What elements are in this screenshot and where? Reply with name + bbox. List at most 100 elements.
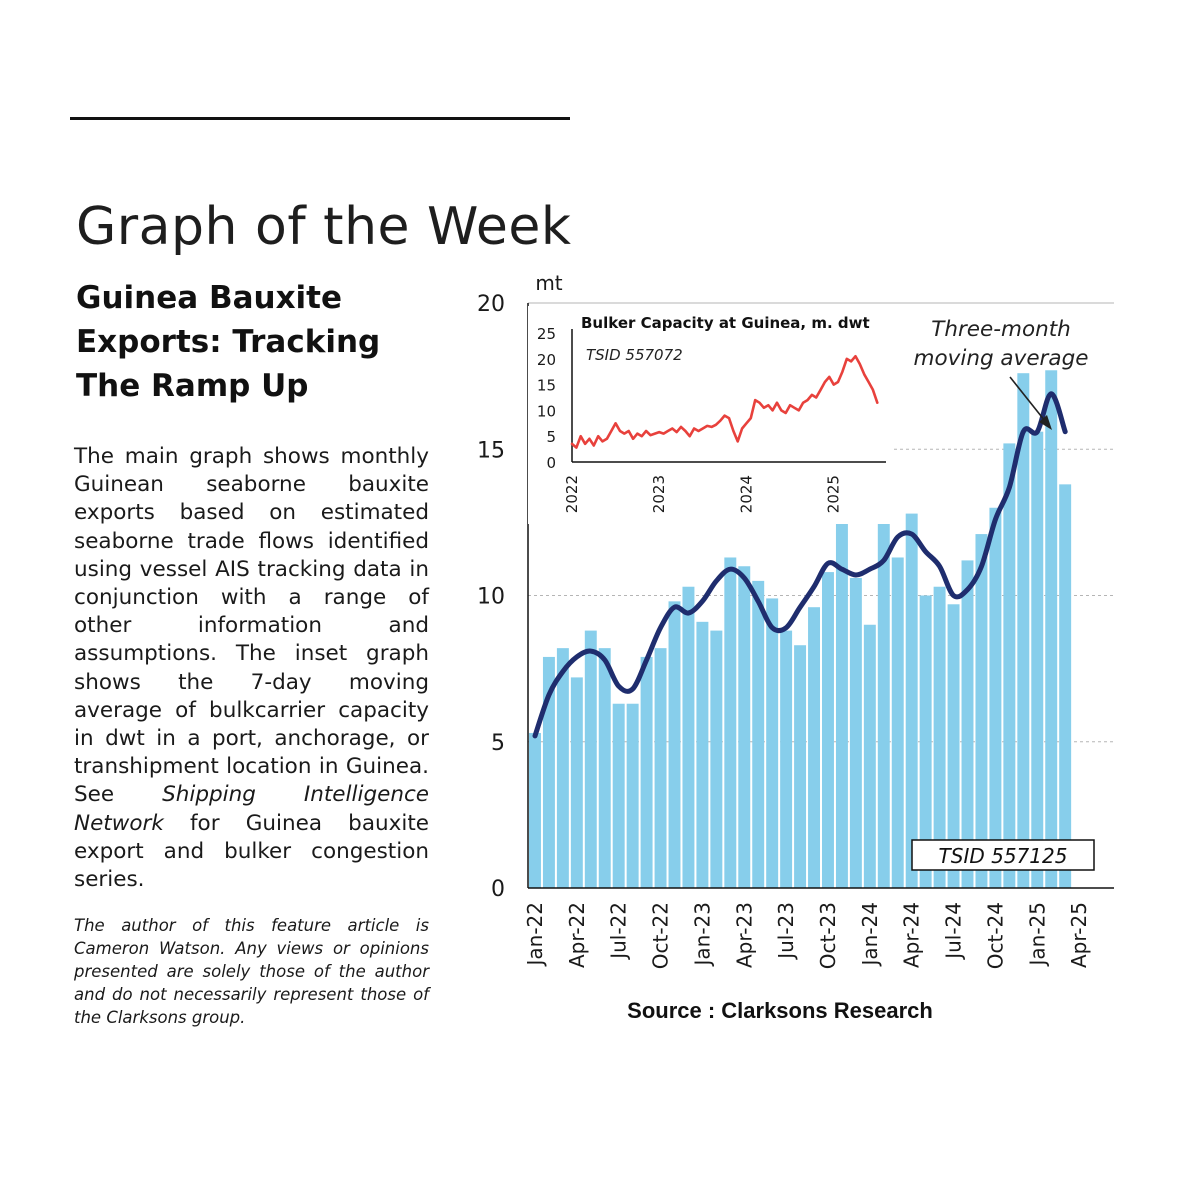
- inset-x-tick-2025: 2025: [825, 475, 843, 513]
- bar-Nov-24: [1003, 443, 1016, 888]
- bar-Dec-24: [1017, 373, 1030, 888]
- main-x-tick-Apr-25: Apr-25: [1067, 902, 1091, 968]
- annotation-arrow: [1009, 376, 1050, 427]
- bar-Sep-22: [640, 656, 653, 888]
- main-x-tick-Oct-24: Oct-24: [983, 902, 1007, 969]
- bar-Feb-22: [542, 656, 555, 888]
- bar-Nov-22: [668, 601, 681, 888]
- bar-Jan-23: [696, 621, 709, 888]
- main-x-tick-Apr-24: Apr-24: [900, 902, 924, 968]
- bar-Jul-23: [780, 630, 793, 888]
- body-text-start: The main graph shows monthly Guinean sea…: [74, 444, 429, 808]
- main-x-tick-Apr-22: Apr-22: [565, 902, 589, 968]
- bar-Jan-25: [1031, 431, 1044, 888]
- bar-Feb-23: [710, 630, 723, 888]
- bar-Jul-24: [947, 604, 960, 888]
- bar-Aug-22: [626, 703, 639, 888]
- bar-Jun-22: [598, 648, 611, 888]
- inset-y-tick-20: 20: [537, 351, 556, 369]
- main-y-tick-0: 0: [491, 877, 505, 902]
- moving-average-layer: [532, 391, 1068, 739]
- main-x-tick-labels: Jan-22 Apr-22 Jul-22 Oct-22 Jan-23 Apr-23 Jul-…: [523, 902, 1091, 969]
- main-x-tick-Jul-22: Jul-22: [607, 902, 631, 961]
- inset-y-tick-0: 0: [546, 454, 556, 472]
- bar-Apr-24: [905, 513, 918, 888]
- bar-Nov-23: [835, 522, 848, 888]
- main-x-tick-Jan-22: Jan-22: [523, 902, 547, 968]
- inset-y-tick-10: 10: [537, 402, 556, 420]
- top-rule: [70, 117, 570, 120]
- main-x-tick-Apr-23: Apr-23: [732, 902, 756, 968]
- main-bars: [529, 370, 1072, 888]
- inset-x-tick-2022: 2022: [563, 475, 581, 513]
- source-note: Source : Clarksons Research: [627, 998, 933, 1023]
- main-x-tick-Jan-24: Jan-24: [858, 902, 882, 968]
- inset-background: [528, 306, 894, 524]
- article-body: The main graph shows monthly Guinean sea…: [74, 443, 429, 894]
- tsid-box-frame: [911, 839, 1095, 871]
- moving-average-line: [532, 391, 1068, 739]
- inset-x-tick-labels: 2022 2023 2024 2025: [563, 475, 843, 513]
- bar-Sep-23: [808, 607, 820, 888]
- moving-average-annotation: Three-month moving average: [914, 317, 1089, 430]
- main-y-tick-labels: 0 5 10 15 20: [477, 292, 505, 902]
- tsid-box: TSID 557125: [911, 839, 1095, 871]
- bar-Oct-24: [989, 507, 1002, 888]
- main-y-tick-5: 5: [491, 731, 505, 756]
- author-note: The author of this feature article is Ca…: [74, 916, 429, 1027]
- bar-Mar-25: [1059, 484, 1072, 888]
- bar-Jan-24: [863, 624, 876, 888]
- main-x-tick-Jan-25: Jan-25: [1025, 902, 1049, 968]
- bar-May-22: [584, 630, 597, 888]
- inset-x-tick-2023: 2023: [650, 475, 668, 513]
- moving-average-annotation-line2: moving average: [914, 346, 1089, 371]
- bar-Dec-22: [682, 586, 695, 888]
- bar-Mar-22: [556, 648, 569, 888]
- main-x-tick-Oct-23: Oct-23: [816, 902, 840, 969]
- main-x-tick-Jan-23: Jan-23: [690, 902, 714, 968]
- bar-Aug-24: [961, 560, 974, 888]
- main-x-tick-Oct-22: Oct-22: [649, 902, 673, 969]
- bar-Apr-22: [570, 677, 583, 888]
- bar-Oct-22: [654, 648, 667, 888]
- bar-Feb-24: [877, 498, 890, 888]
- bar-Jun-23: [766, 598, 779, 888]
- moving-average-annotation-line1: Three-month: [931, 317, 1071, 342]
- bar-Jan-22: [529, 732, 541, 888]
- inset-y-tick-25: 25: [537, 325, 556, 343]
- bar-Mar-24: [891, 557, 904, 888]
- main-y-tick-15: 15: [477, 438, 505, 463]
- bar-Jun-24: [933, 586, 946, 888]
- main-y-axis-label: mt: [535, 271, 562, 295]
- inset-y-tick-labels: 0 5 10 15 20 25: [537, 325, 556, 472]
- bar-Jul-22: [612, 703, 625, 888]
- inset-y-tick-5: 5: [546, 428, 556, 446]
- main-x-tick-Jul-24: Jul-24: [942, 902, 966, 961]
- inset-tsid-label: TSID 557072: [586, 346, 683, 364]
- bar-Feb-25: [1045, 370, 1058, 888]
- bar-Aug-23: [794, 645, 807, 888]
- inset-capacity-line: [570, 354, 879, 449]
- body-text-emphasis: Shipping Intelligence Network: [74, 782, 429, 836]
- page-title: Graph of the Week: [76, 197, 572, 257]
- body-text-end: for Guinea bauxite export and bulker con…: [74, 810, 429, 893]
- inset-title: Bulker Capacity at Guinea, m. dwt: [581, 314, 870, 332]
- annotation-arrowhead: [1039, 415, 1052, 430]
- main-y-tick-10: 10: [477, 585, 505, 610]
- inset-series-layer: [570, 354, 879, 449]
- bar-Oct-23: [822, 572, 834, 888]
- tsid-main-label: TSID 557125: [939, 844, 1068, 868]
- bar-May-24: [919, 595, 932, 888]
- inset-x-tick-2024: 2024: [737, 475, 755, 513]
- bar-Apr-23: [738, 566, 751, 888]
- main-x-tick-Jul-23: Jul-23: [774, 902, 798, 961]
- main-y-tick-20: 20: [477, 292, 505, 317]
- bar-May-23: [752, 580, 765, 888]
- bar-Sep-24: [975, 534, 988, 888]
- bar-Mar-23: [724, 557, 737, 888]
- article-subtitle: Guinea Bauxite Exports: Tracking The Ram…: [76, 280, 381, 404]
- inset-y-tick-15: 15: [537, 377, 556, 395]
- bar-Dec-23: [849, 577, 862, 888]
